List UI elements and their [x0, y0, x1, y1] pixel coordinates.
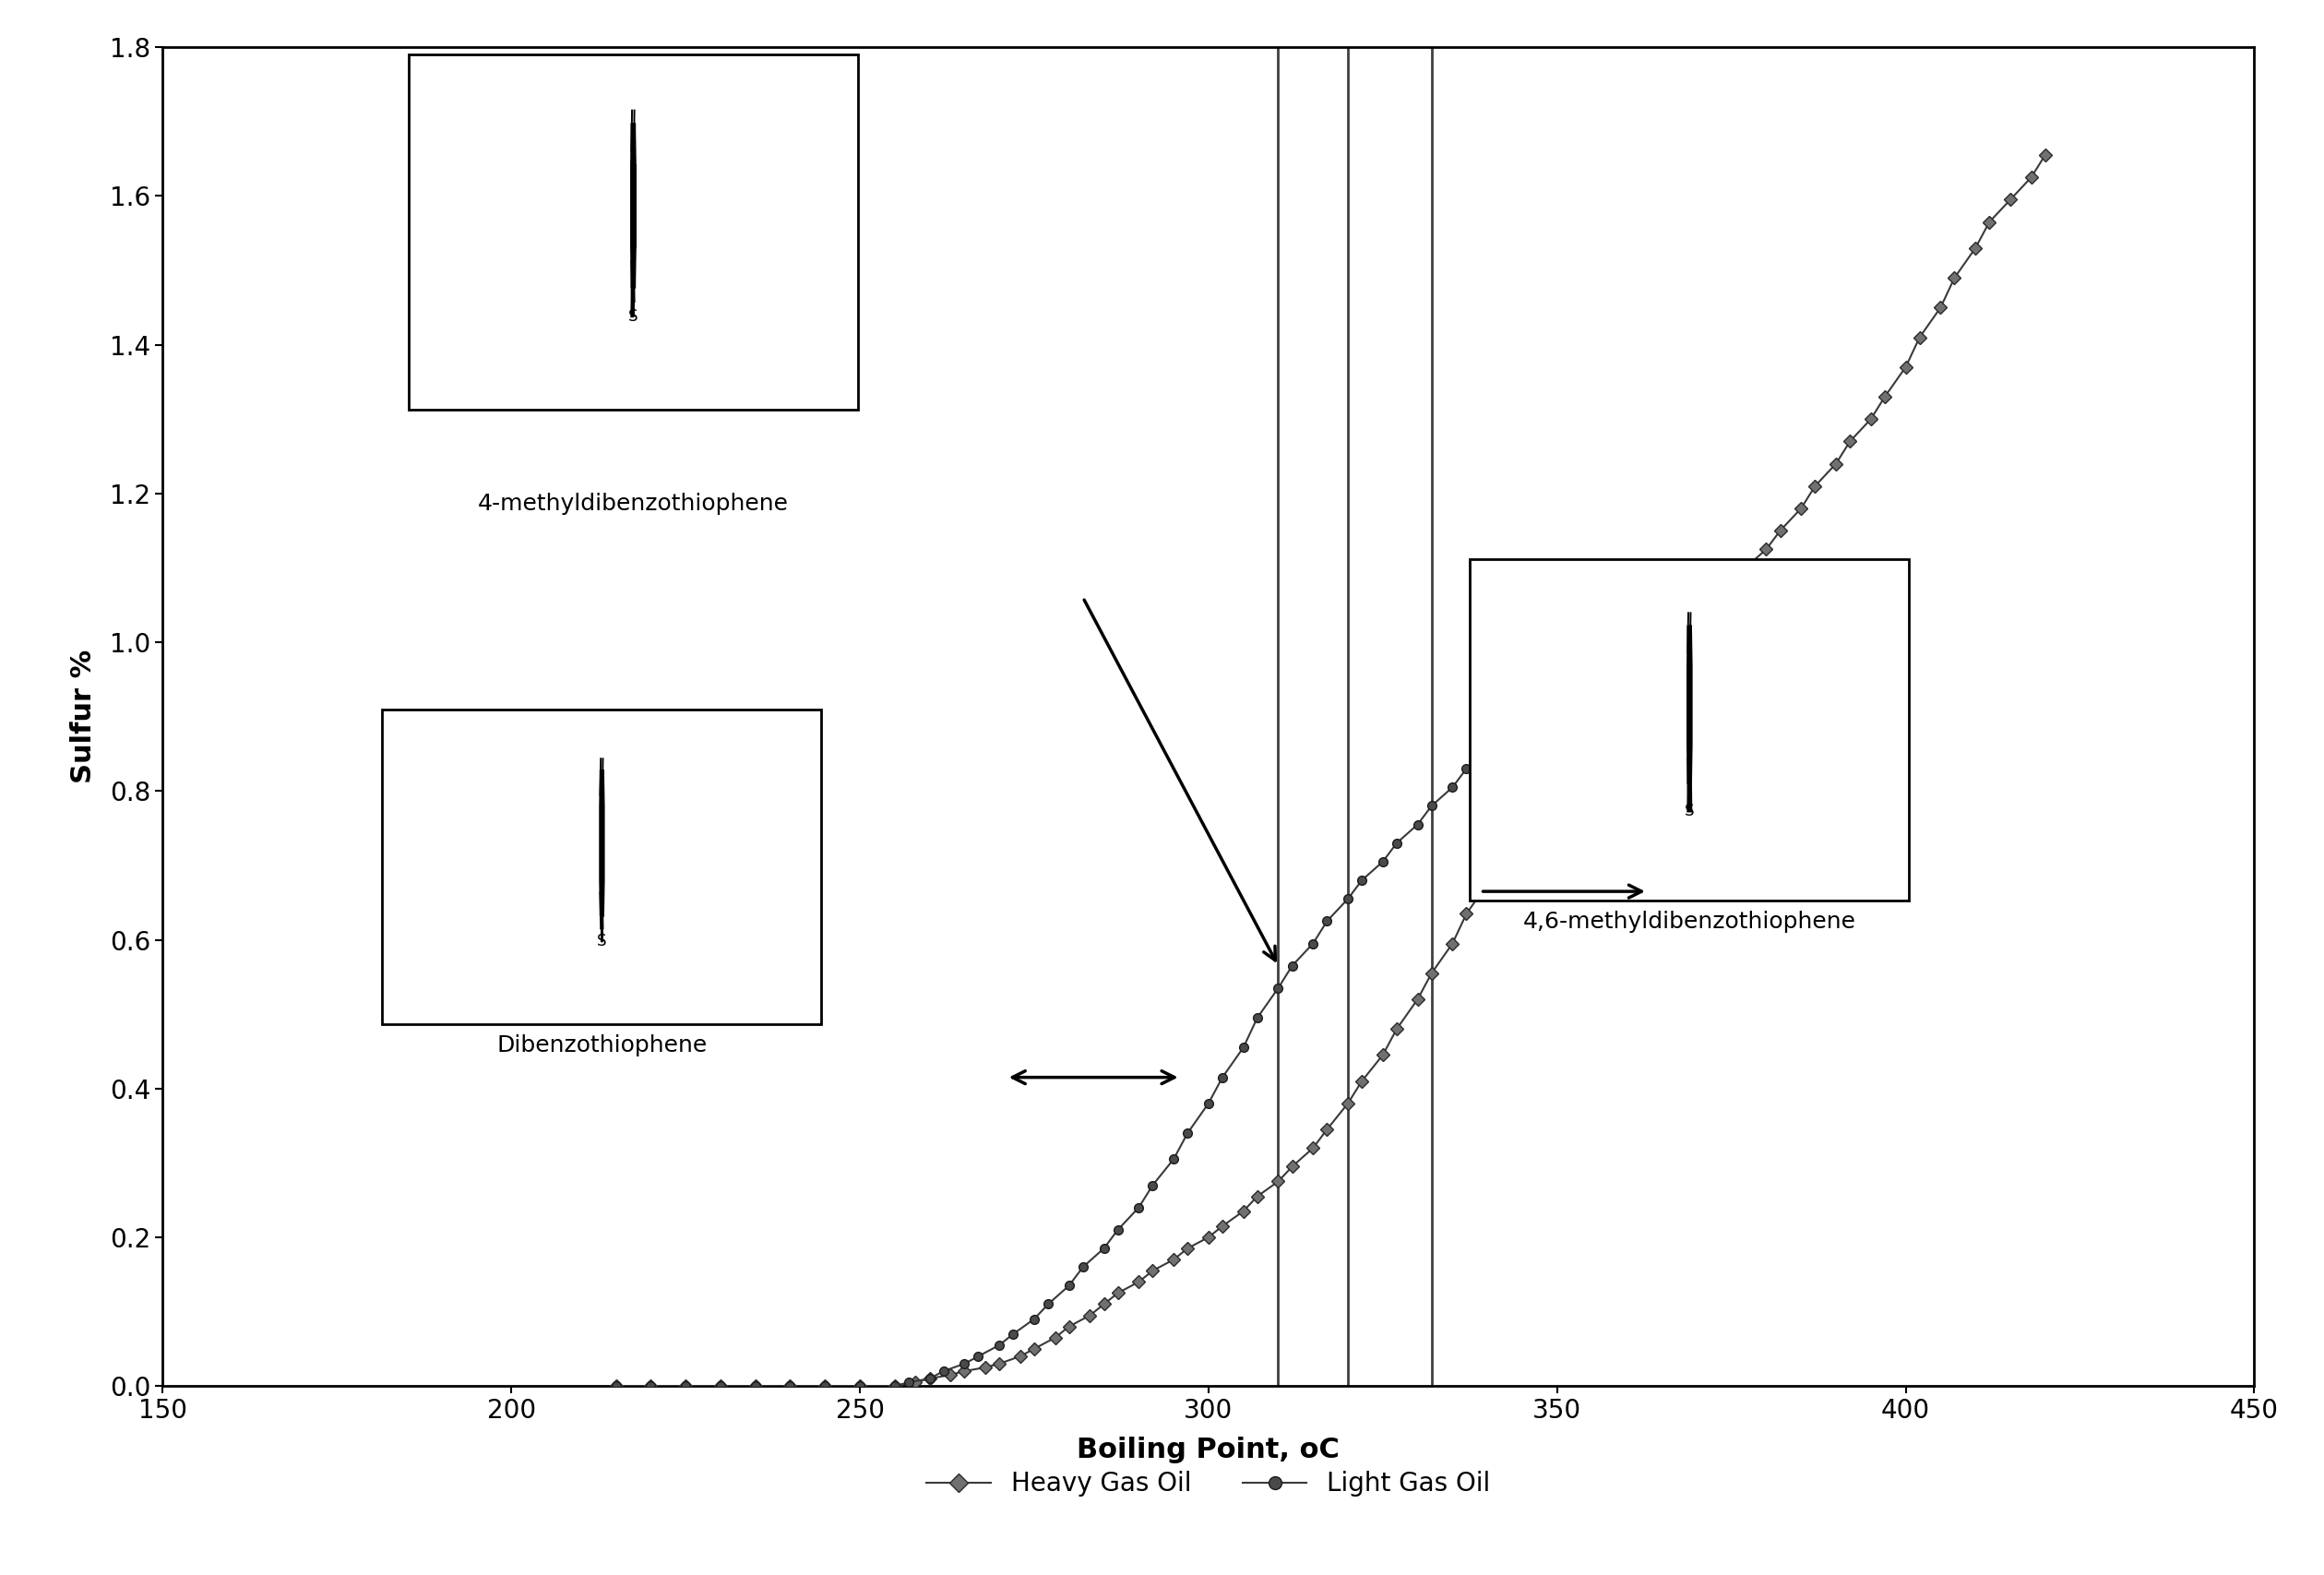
Heavy Gas Oil — [811, 1377, 839, 1395]
Text: S: S — [1685, 803, 1694, 819]
Heavy Gas Oil — [1801, 477, 1829, 496]
Heavy Gas Oil — [1766, 521, 1794, 540]
Bar — [1471, 559, 1910, 901]
Light Gas Oil — [985, 1336, 1013, 1354]
Light Gas Oil — [1264, 978, 1292, 997]
Heavy Gas Oil — [1752, 540, 1780, 559]
Y-axis label: Sulfur %: Sulfur % — [70, 649, 98, 784]
Bar — [409, 55, 858, 410]
Line: Heavy Gas Oil: Heavy Gas Oil — [611, 151, 2050, 1391]
Line: Light Gas Oil: Light Gas Oil — [611, 669, 1666, 1391]
Heavy Gas Oil — [2031, 145, 2059, 164]
Text: S: S — [597, 932, 607, 950]
Legend: Heavy Gas Oil, Light Gas Oil: Heavy Gas Oil, Light Gas Oil — [916, 1460, 1501, 1507]
Light Gas Oil — [1313, 912, 1341, 931]
X-axis label: Boiling Point, oC: Boiling Point, oC — [1076, 1436, 1341, 1463]
Light Gas Oil — [1278, 956, 1306, 975]
Text: S: S — [627, 309, 639, 324]
Text: 4-methyldibenzothiophene: 4-methyldibenzothiophene — [479, 493, 788, 515]
Light Gas Oil — [1543, 688, 1571, 707]
Light Gas Oil — [1648, 665, 1676, 684]
Heavy Gas Oil — [1717, 576, 1745, 595]
Bar — [383, 709, 823, 1024]
Light Gas Oil — [1439, 778, 1466, 797]
Heavy Gas Oil — [1892, 358, 1920, 376]
Light Gas Oil — [602, 1377, 630, 1395]
Text: Dibenzothiophene: Dibenzothiophene — [497, 1033, 706, 1057]
Heavy Gas Oil — [602, 1377, 630, 1395]
Text: 4,6-methyldibenzothiophene: 4,6-methyldibenzothiophene — [1522, 910, 1857, 932]
